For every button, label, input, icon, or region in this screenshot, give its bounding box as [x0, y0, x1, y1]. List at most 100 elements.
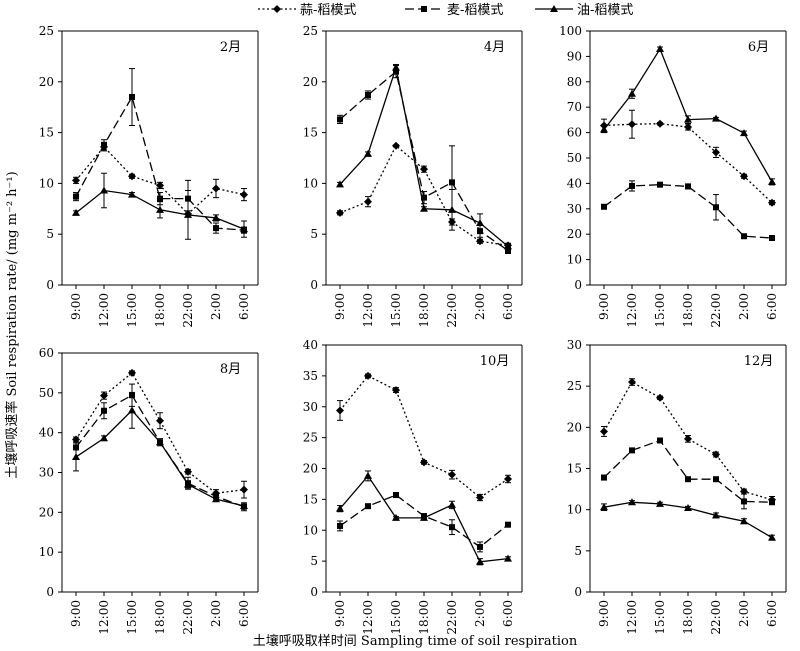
x-tick-label: 9:00: [69, 293, 83, 320]
data-point: [448, 500, 456, 508]
legend-marker: [273, 5, 281, 13]
x-tick-label: 6:00: [501, 293, 515, 320]
x-tick-label: 6:00: [501, 600, 515, 627]
y-tick-label: 50: [39, 386, 54, 400]
data-point: [600, 427, 608, 436]
y-tick-label: 20: [567, 420, 582, 434]
y-tick-label: 40: [303, 338, 318, 352]
y-tick-label: 10: [567, 503, 582, 517]
data-point: [600, 503, 608, 511]
data-point: [629, 447, 635, 454]
y-tick-label: 15: [303, 126, 318, 140]
y-tick-label: 0: [310, 278, 318, 292]
y-tick-label: 10: [303, 523, 318, 537]
data-point: [128, 190, 136, 198]
y-tick-label: 35: [303, 369, 318, 383]
y-tick-label: 5: [310, 227, 318, 241]
data-point: [240, 225, 248, 233]
x-axis-title: 土壤呼吸取样时间 Sampling time of soil respirati…: [253, 633, 578, 649]
data-point: [656, 119, 664, 128]
chart-panel-2: 0 5 10 15 20 25 9:00 12:00 15:00 18:00 22:00 2:00 6:…: [303, 24, 523, 328]
data-point: [476, 219, 484, 227]
series-2: [337, 492, 511, 553]
series-2: [601, 437, 775, 510]
series-1: [336, 371, 512, 502]
x-tick-label: 9:00: [333, 600, 347, 627]
data-point: [740, 129, 748, 137]
x-tick-label: 6:00: [237, 293, 251, 320]
data-point: [740, 172, 748, 181]
y-tick-label: 15: [567, 462, 582, 476]
series-1: [600, 109, 776, 207]
data-point: [72, 176, 80, 185]
data-point: [505, 521, 511, 528]
data-point: [72, 435, 80, 444]
y-tick-label: 80: [567, 75, 582, 89]
data-point: [364, 197, 372, 206]
data-point: [392, 141, 400, 150]
data-point: [364, 371, 372, 380]
y-tick-label: 30: [39, 466, 54, 480]
x-tick-label: 15:00: [653, 600, 667, 635]
y-tick-label: 70: [567, 100, 582, 114]
data-point: [336, 504, 344, 512]
y-tick-label: 20: [567, 227, 582, 241]
series-3: [72, 391, 248, 509]
y-tick-label: 25: [303, 24, 318, 38]
data-point: [393, 492, 399, 499]
data-point: [101, 407, 107, 414]
x-tick-label: 12:00: [625, 293, 639, 328]
series-line: [75, 371, 245, 494]
data-point: [101, 141, 107, 148]
series-3: [600, 45, 776, 186]
series-2: [601, 180, 775, 242]
data-point: [365, 92, 371, 99]
data-point: [365, 503, 371, 510]
data-point: [741, 233, 747, 240]
data-point: [657, 181, 663, 188]
data-point: [393, 68, 399, 75]
legend: 蒜-稻模式 麦-稻模式 油-稻模式: [258, 3, 633, 18]
data-point: [156, 416, 164, 425]
data-point: [656, 45, 664, 53]
legend-label: 麦-稻模式: [447, 3, 503, 18]
data-point: [768, 533, 776, 541]
y-tick-label: 10: [567, 253, 582, 267]
data-point: [128, 406, 136, 414]
chart-panel-1: 0 5 10 15 20 25 9:00 12:00 15:00 18:00 22:00 2:00 6:…: [39, 24, 259, 328]
data-point: [240, 190, 248, 199]
data-point: [712, 511, 720, 519]
data-point: [337, 522, 343, 529]
y-tick-label: 0: [574, 585, 582, 599]
data-point: [477, 543, 483, 550]
data-point: [448, 470, 456, 479]
x-tick-label: 12:00: [97, 293, 111, 328]
data-point: [392, 386, 400, 395]
data-point: [505, 247, 511, 254]
data-point: [712, 148, 720, 157]
data-point: [240, 501, 248, 509]
y-tick-label: 25: [567, 379, 582, 393]
y-tick-label: 20: [303, 75, 318, 89]
data-point: [712, 450, 720, 459]
series-1: [600, 378, 776, 504]
y-tick-label: 15: [303, 492, 318, 506]
series-line: [339, 70, 509, 251]
x-tick-label: 22:00: [181, 293, 195, 328]
data-point: [448, 205, 456, 213]
legend-item-1: 蒜-稻模式: [258, 3, 356, 18]
y-axis-title: 土壤呼吸速率 Soil respiration rate/ (mg m⁻² h⁻…: [4, 171, 20, 478]
x-tick-label: 15:00: [653, 293, 667, 328]
data-point: [684, 123, 692, 132]
x-tick-label: 22:00: [445, 600, 459, 635]
data-point: [449, 524, 455, 531]
data-point: [337, 116, 343, 123]
chart-panel-5: 0 5 10 15 20 25 30 35 40 9:00 12:00 15:00 18:00 22:00…: [303, 338, 523, 635]
x-tick-label: 2:00: [737, 600, 751, 627]
data-point: [476, 493, 484, 502]
data-point: [600, 121, 608, 130]
y-tick-label: 5: [574, 544, 582, 558]
legend-label: 油-稻模式: [577, 3, 633, 18]
data-point: [157, 195, 163, 202]
data-point: [128, 172, 136, 181]
